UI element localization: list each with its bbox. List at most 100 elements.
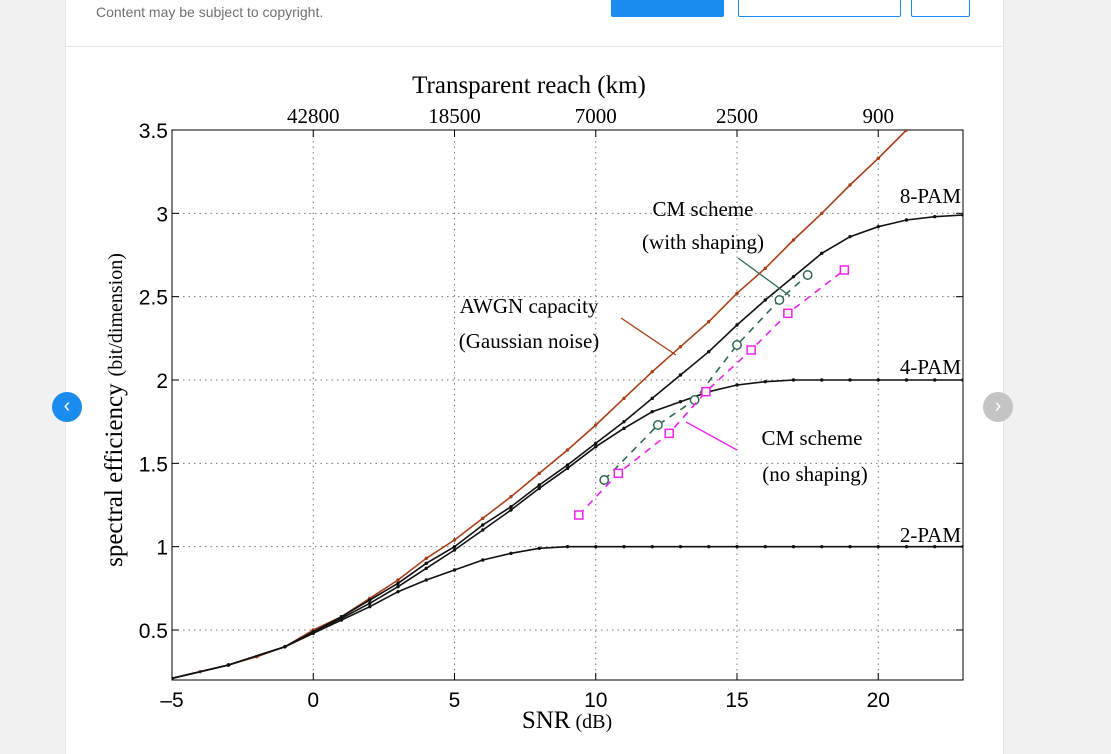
- y-tick-label: 2: [156, 370, 168, 393]
- more-button[interactable]: [911, 0, 970, 17]
- data-point: [565, 463, 570, 467]
- data-point: [689, 395, 700, 405]
- data-point: [613, 468, 624, 479]
- data-point: [904, 218, 909, 222]
- data-point: [594, 544, 598, 549]
- download-button[interactable]: [611, 0, 724, 17]
- data-point: [763, 298, 767, 302]
- data-point: [650, 544, 654, 549]
- x-axis-unit: (dB): [575, 711, 612, 733]
- data-point: [452, 548, 457, 552]
- y-axis-unit: (bit/dimension): [105, 253, 127, 376]
- data-point: [481, 516, 485, 521]
- data-point: [904, 544, 909, 549]
- previous-figure-button[interactable]: ‹: [52, 392, 82, 422]
- data-point: [650, 409, 654, 414]
- annotation-cm-noshaping-2: (no shaping): [762, 462, 868, 486]
- data-point: [396, 581, 400, 586]
- x-tick-label: 5: [449, 689, 461, 712]
- data-point: [172, 676, 174, 680]
- data-point: [876, 156, 880, 161]
- data-point: [396, 589, 400, 594]
- data-point: [904, 130, 909, 132]
- data-point: [574, 510, 584, 520]
- data-point: [820, 211, 824, 216]
- data-point: [735, 383, 739, 387]
- annotation-awgn-2: (Gaussian noise): [459, 329, 600, 353]
- view-publication-button[interactable]: [738, 0, 901, 17]
- data-point: [791, 238, 796, 242]
- data-point: [961, 378, 963, 382]
- data-point: [707, 319, 711, 324]
- data-point: [791, 274, 796, 279]
- data-point: [763, 379, 767, 384]
- label-2-pam: 2-PAM: [900, 523, 961, 547]
- data-point: [396, 584, 400, 589]
- data-point: [565, 544, 570, 549]
- x-axis-label: SNR: [522, 707, 571, 734]
- chevron-right-icon: ›: [994, 395, 1002, 417]
- data-point: [707, 349, 711, 354]
- data-point: [707, 544, 711, 549]
- series-line-4-pam: [172, 379, 963, 680]
- data-point: [839, 265, 850, 275]
- top-tick-label: 7000: [575, 104, 617, 128]
- data-point: [226, 663, 231, 667]
- data-point: [537, 471, 541, 476]
- data-point: [876, 224, 880, 229]
- awgn-leader-line: [620, 317, 677, 356]
- data-point: [848, 183, 852, 187]
- data-point: [904, 378, 909, 382]
- data-point: [594, 444, 598, 449]
- data-point: [622, 426, 626, 431]
- copyright-note: Content may be subject to copyright.: [96, 4, 324, 20]
- data-point: [848, 544, 852, 549]
- data-point: [594, 423, 598, 427]
- chevron-left-icon: ‹: [63, 395, 71, 417]
- data-point: [537, 483, 541, 487]
- y-tick-label: 1.5: [139, 453, 168, 476]
- x-tick-label: 0: [307, 689, 319, 712]
- data-point: [594, 441, 598, 446]
- top-tick-label: 900: [863, 104, 895, 128]
- divider: [65, 46, 1002, 47]
- data-point: [452, 538, 457, 542]
- annotation-cm-shaping-2: (with shaping): [642, 230, 764, 254]
- data-point: [424, 566, 428, 571]
- label-4-pam: 4-PAM: [900, 355, 961, 379]
- data-point: [339, 618, 344, 622]
- data-point: [820, 251, 824, 256]
- series-2-pam: [172, 544, 963, 680]
- data-point: [961, 544, 963, 549]
- series-line-2-pam: [172, 545, 963, 680]
- y-tick-label: 1: [156, 537, 168, 560]
- data-point: [509, 504, 513, 509]
- data-point: [368, 598, 372, 602]
- data-point: [678, 399, 683, 404]
- data-point: [650, 396, 654, 401]
- grid-lines: [172, 130, 963, 680]
- series-line-awgn-capacity: [172, 130, 908, 680]
- data-point: [481, 523, 485, 527]
- cm-shaping-leader-line: [737, 257, 791, 297]
- data-point: [933, 214, 937, 219]
- x-axis-title: SNR (dB): [522, 707, 612, 734]
- data-point: [509, 494, 513, 499]
- y-tick-label: 3.5: [139, 120, 168, 143]
- data-point: [848, 234, 852, 239]
- data-point: [599, 475, 610, 485]
- data-point: [452, 568, 457, 572]
- annotation-cm-shaping-1: CM scheme: [653, 197, 754, 221]
- y-axis-label: spectral efficiency: [101, 383, 128, 567]
- data-point: [283, 644, 287, 649]
- next-figure-button[interactable]: ›: [983, 392, 1013, 422]
- data-point: [481, 558, 485, 562]
- data-point: [876, 378, 880, 382]
- x-tick-label: –5: [160, 689, 183, 712]
- data-point: [650, 369, 654, 374]
- axis-ticks: –5 0 5 10 15 20 42800 18500 7000 2500 900 0.5 1 1.5 2 2…: [139, 104, 963, 712]
- series-cm-scheme-with-shaping: [599, 270, 813, 485]
- data-point: [820, 378, 824, 382]
- data-point: [368, 601, 372, 606]
- data-point: [848, 378, 852, 382]
